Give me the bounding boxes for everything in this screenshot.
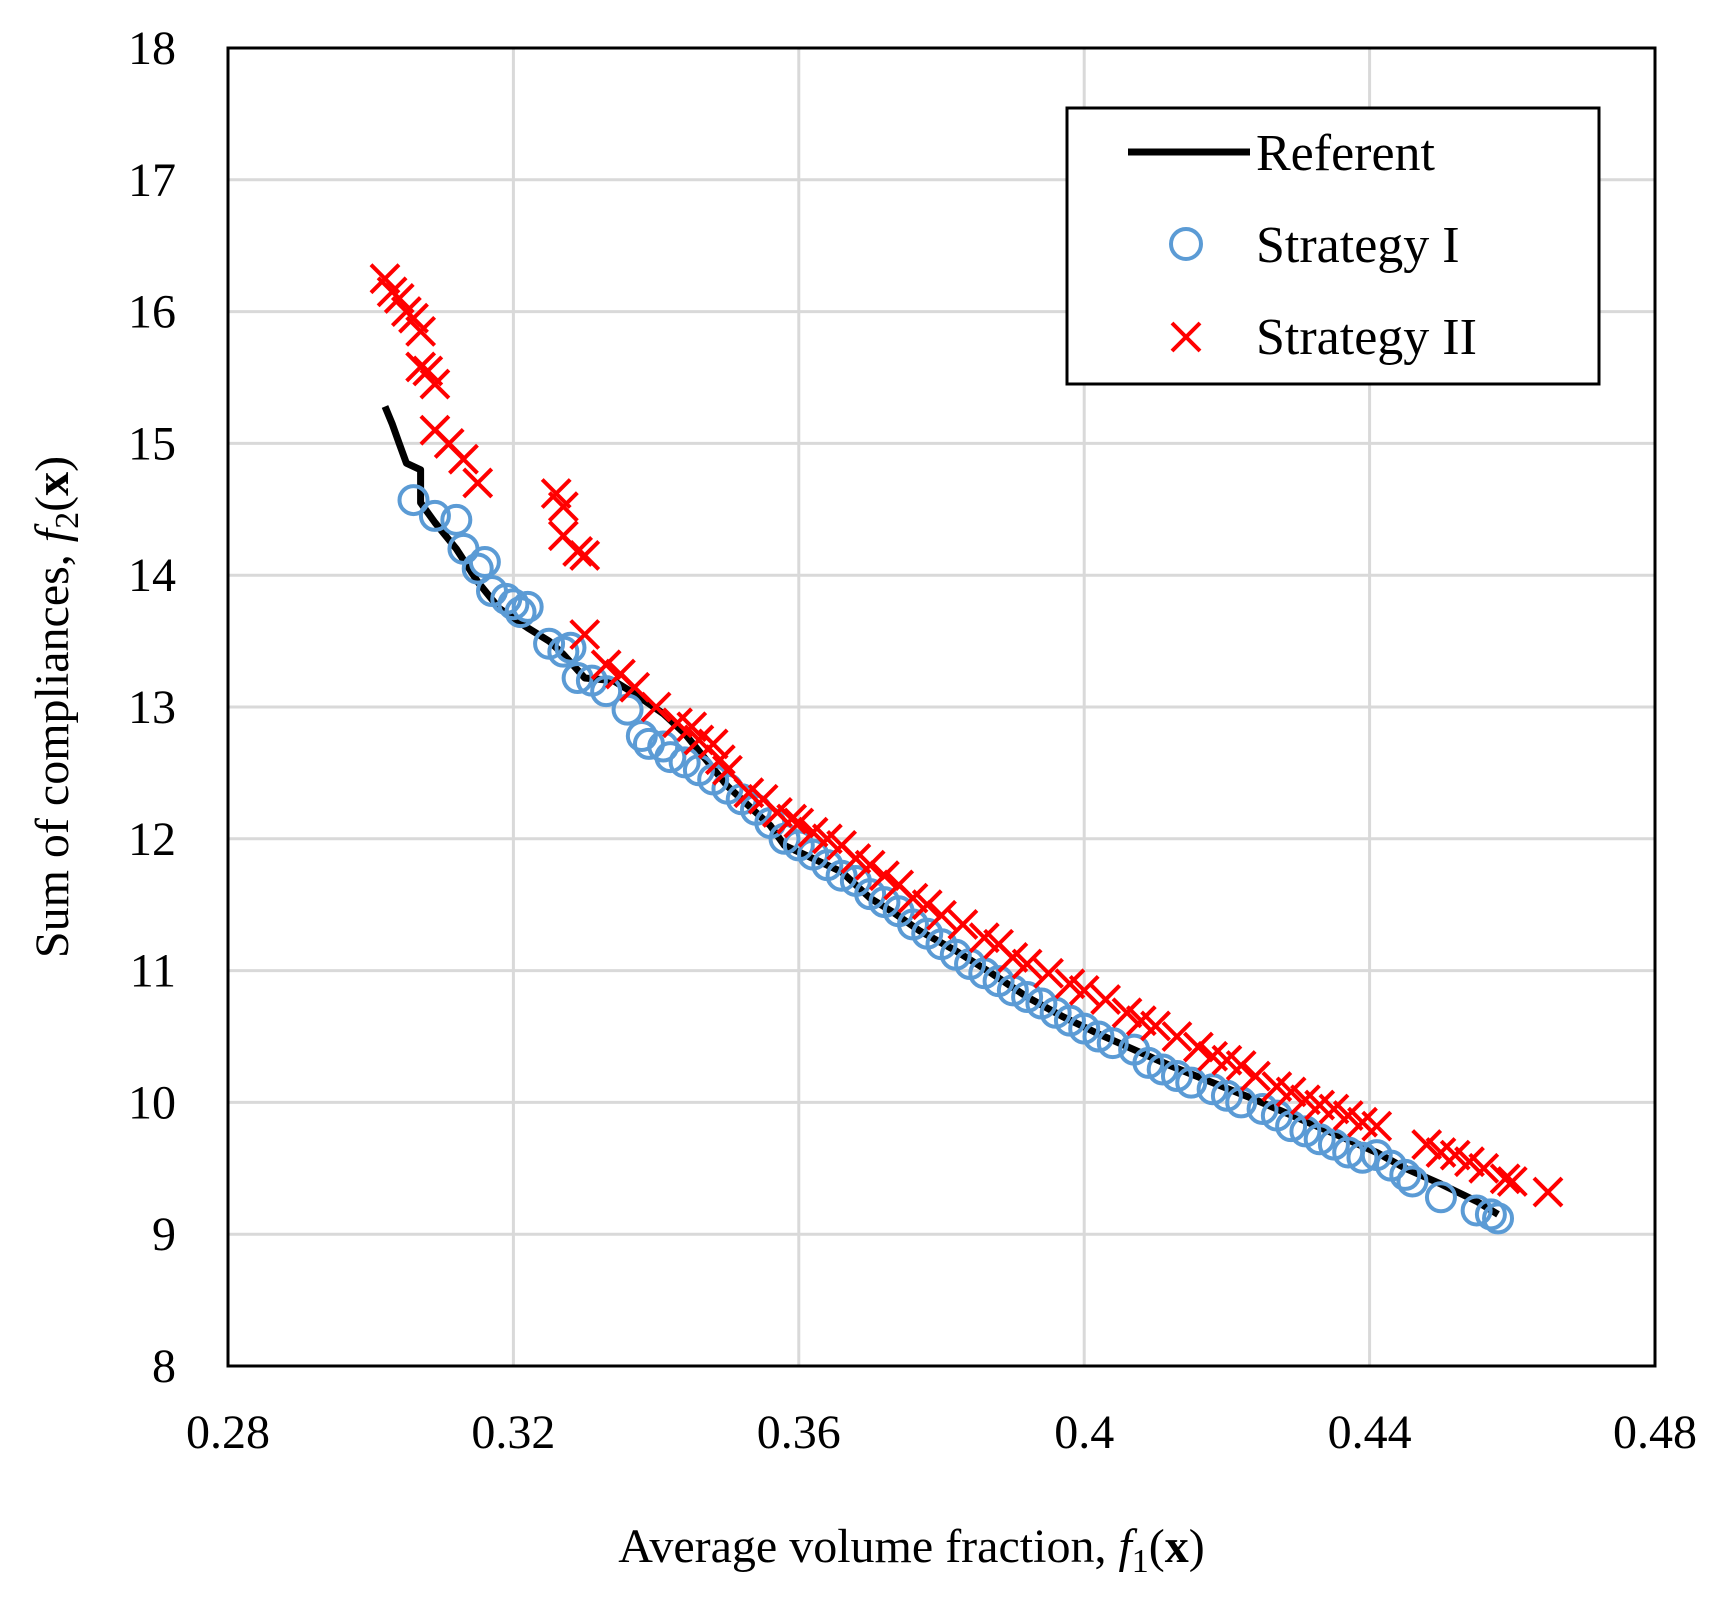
strategy-ii-point <box>640 691 672 723</box>
strategy-ii-point <box>869 860 900 892</box>
strategy-ii-point <box>926 899 957 931</box>
y-tick-label: 14 <box>128 549 176 602</box>
y-axis-title: Sum of compliances, f2(x) <box>26 456 86 958</box>
strategy-ii-point <box>1090 984 1122 1016</box>
legend-label-strategy-ii: Strategy II <box>1256 309 1477 366</box>
strategy-i-point <box>825 859 858 892</box>
y-tick-label: 11 <box>130 945 176 998</box>
y-tick-label: 9 <box>152 1208 176 1261</box>
plot-frame <box>226 46 1657 1368</box>
strategy-ii-point <box>419 368 451 400</box>
strategy-i-point <box>1096 1027 1129 1060</box>
strategy-i-point <box>654 741 687 774</box>
strategy-ii-point <box>1111 997 1143 1029</box>
strategy-ii-point <box>854 849 886 881</box>
legend-strategy-ii-marker <box>1170 321 1202 353</box>
strategy-ii-point <box>562 536 594 567</box>
strategy-ii-point <box>462 467 494 499</box>
x-axis-title: Average volume fraction, f1(x) <box>618 1520 1205 1580</box>
strategy-ii-point <box>569 540 601 571</box>
strategy-ii-point <box>405 351 437 383</box>
y-tick-label: 18 <box>128 22 176 75</box>
strategy-ii-point <box>1161 1021 1193 1052</box>
strategy-i-point <box>1146 1053 1179 1086</box>
strategy-i-point <box>1424 1181 1457 1214</box>
strategy-ii-point <box>1033 957 1064 989</box>
strategy-i-point <box>504 596 537 629</box>
strategy-i-point <box>1082 1020 1115 1053</box>
strategy-ii-point <box>1240 1060 1271 1092</box>
strategy-i-point <box>511 590 544 623</box>
strategy-i-point <box>1132 1046 1165 1079</box>
y-tick-label: 10 <box>128 1076 176 1129</box>
strategy-ii-point <box>1225 1050 1257 1081</box>
strategy-ii-point <box>1011 948 1043 980</box>
strategy-ii-point <box>1275 1076 1307 1108</box>
strategy-ii-point <box>1182 1031 1214 1063</box>
y-tick-label: 12 <box>128 813 176 866</box>
strategy-ii-point <box>947 909 979 940</box>
x-tick-labels: 0.28 0.32 0.36 0.4 0.44 0.48 <box>186 1406 1697 1459</box>
strategy-ii-point <box>697 728 729 760</box>
strategy-i-point <box>418 499 451 532</box>
strategy-ii-point <box>590 649 622 681</box>
strategy-ii-series <box>369 263 1564 1208</box>
strategy-i-point <box>1460 1194 1493 1227</box>
strategy-ii-point <box>1468 1152 1500 1184</box>
strategy-i-point <box>1396 1165 1429 1198</box>
x-tick-label: 0.32 <box>471 1406 555 1459</box>
strategy-i-point <box>468 546 501 579</box>
strategy-i-point <box>1346 1141 1379 1174</box>
strategy-i-point <box>1482 1202 1515 1235</box>
strategy-ii-point <box>448 443 479 475</box>
strategy-i-point <box>440 503 473 536</box>
y-tick-label: 8 <box>152 1340 176 1393</box>
legend-strategy-i-marker <box>1169 227 1203 261</box>
strategy-ii-point <box>1140 1010 1171 1042</box>
strategy-ii-point <box>405 315 437 347</box>
strategy-i-point <box>461 552 494 585</box>
strategy-i-point <box>397 484 430 517</box>
y-tick-label: 16 <box>128 286 176 339</box>
y-tick-label: 13 <box>128 681 176 734</box>
y-tick-label: 15 <box>128 417 176 470</box>
strategy-i-point <box>1303 1123 1336 1156</box>
x-tick-label: 0.28 <box>186 1406 270 1459</box>
strategy-ii-point <box>783 807 815 839</box>
strategy-ii-point <box>547 491 579 523</box>
y-tick-labels: 8 9 10 11 12 13 14 15 16 17 18 <box>128 22 176 1393</box>
strategy-i-point <box>497 588 530 621</box>
strategy-i-point <box>1175 1066 1208 1099</box>
x-tick-label: 0.36 <box>757 1406 841 1459</box>
x-tick-label: 0.4 <box>1054 1406 1114 1459</box>
strategy-ii-point <box>1489 1163 1521 1195</box>
strategy-ii-point <box>1532 1176 1564 1208</box>
legend-label-strategy-i: Strategy I <box>1256 217 1460 274</box>
strategy-i-point <box>554 631 587 664</box>
strategy-i-point <box>1196 1073 1229 1106</box>
x-tick-label: 0.44 <box>1328 1406 1412 1459</box>
strategy-ii-point <box>569 619 601 650</box>
legend: Referent Strategy I Strategy II <box>1065 106 1601 386</box>
strategy-i-point <box>1389 1158 1422 1191</box>
strategy-ii-point <box>1411 1129 1443 1160</box>
strategy-ii-point <box>911 889 943 921</box>
strategy-ii-point <box>1361 1110 1393 1142</box>
strategy-i-point <box>1246 1092 1279 1125</box>
strategy-i-point <box>611 693 644 726</box>
strategy-ii-point <box>1496 1166 1528 1197</box>
strategy-ii-point <box>1068 974 1100 1006</box>
x-tick-label: 0.48 <box>1613 1406 1697 1459</box>
strategy-ii-point <box>776 803 808 835</box>
strategy-i-point <box>1210 1079 1243 1112</box>
legend-label-referent: Referent <box>1256 125 1436 182</box>
strategy-i-point <box>1011 980 1044 1013</box>
strategy-i-point <box>590 675 623 708</box>
y-tick-label: 17 <box>128 154 176 207</box>
strategy-i-point <box>1160 1060 1193 1093</box>
